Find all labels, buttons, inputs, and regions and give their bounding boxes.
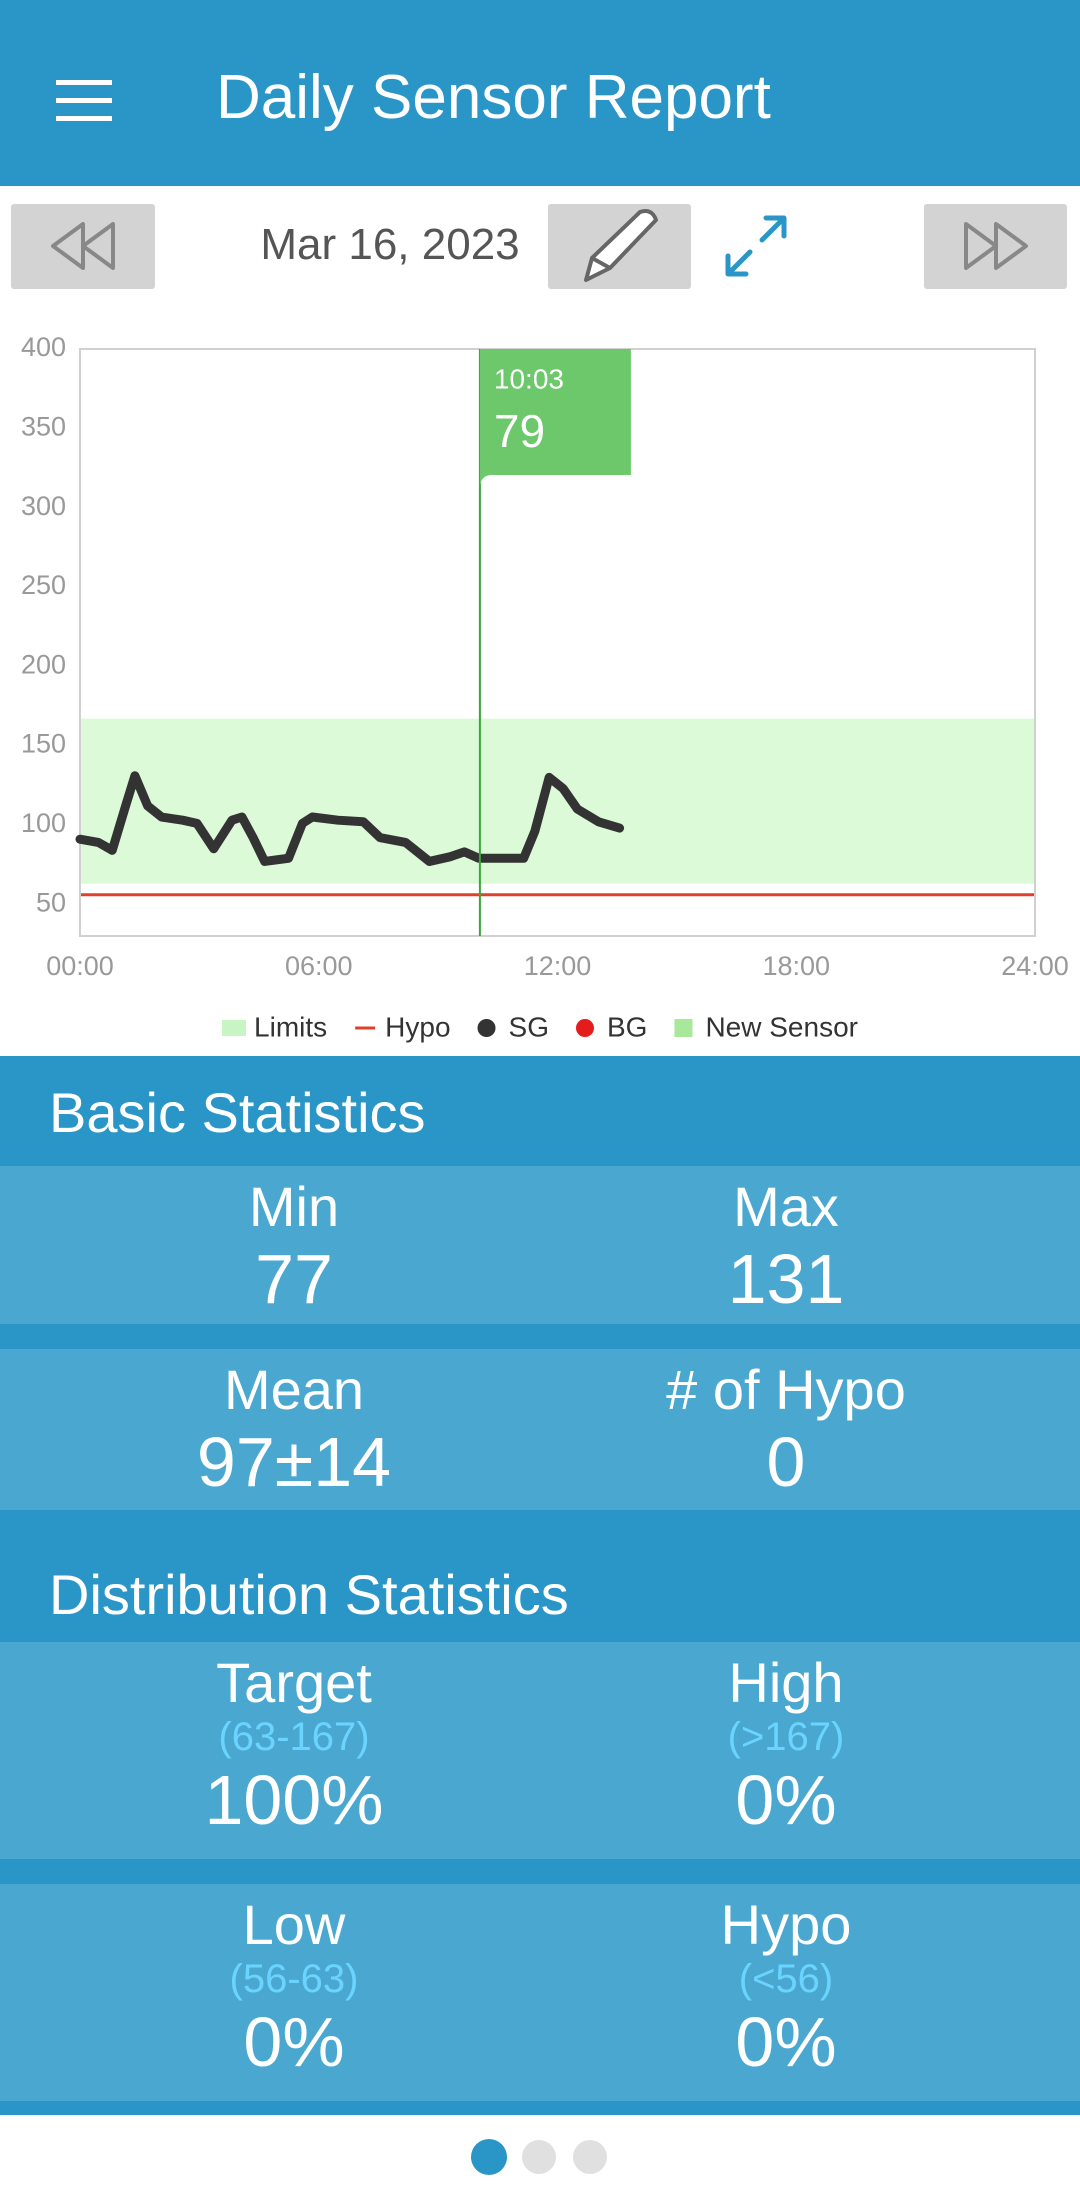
stat-label: Mean <box>223 1358 365 1421</box>
stat-value: 100% <box>204 1761 384 1839</box>
stat-value: 97±14 <box>196 1423 392 1501</box>
stat-range: (>167) <box>727 1715 845 1759</box>
page-indicator[interactable] <box>460 2135 620 2181</box>
section-header: Basic Statistics <box>0 1056 1080 1166</box>
stat-value: 131 <box>727 1240 845 1318</box>
legend-swatch <box>222 1020 247 1036</box>
legend-swatch <box>674 1019 693 1037</box>
stats-row: Mean 97±14 # of Hypo 0 <box>0 1349 1080 1510</box>
stat-value: 77 <box>255 1240 333 1318</box>
legend-label: BG <box>607 1011 647 1042</box>
glucose-chart: 50 100 150 200 250 300 350 400 00:00 06:00 12:00 18… <box>21 332 1069 1042</box>
divider <box>0 2101 1080 2115</box>
section-title: Basic Statistics <box>49 1081 426 1144</box>
stats-row: Target (63-167) 100% High (>167) 0% <box>0 1642 1080 1859</box>
stat-value: 0% <box>735 2003 837 2081</box>
section-title: Distribution Statistics <box>49 1563 569 1626</box>
stat-range: (<56) <box>738 1957 834 2001</box>
x-tick-label: 00:00 <box>46 951 114 981</box>
legend-label: Hypo <box>385 1011 450 1042</box>
stat-label: # of Hypo <box>666 1358 906 1421</box>
expand-button[interactable] <box>720 210 792 282</box>
cursor-time: 10:03 <box>494 363 564 394</box>
stat-value: 0% <box>735 1761 837 1839</box>
app-bar: Daily Sensor Report <box>0 0 1080 186</box>
next-day-button[interactable] <box>924 204 1067 289</box>
y-tick-label: 100 <box>21 808 66 838</box>
stat-label: Low <box>242 1893 346 1956</box>
x-tick-label: 24:00 <box>1001 951 1069 981</box>
cursor-value: 79 <box>494 405 545 457</box>
report-date: Mar 16, 2023 <box>260 220 520 269</box>
stat-range: (63-167) <box>218 1715 370 1759</box>
cursor-tooltip <box>479 349 631 489</box>
menu-icon[interactable] <box>54 78 114 124</box>
y-tick-label: 350 <box>21 411 66 441</box>
legend-swatch <box>477 1019 496 1037</box>
stat-value: 0 <box>766 1423 806 1501</box>
stat-label: Max <box>733 1175 839 1238</box>
y-tick-label: 200 <box>21 649 66 679</box>
x-tick-label: 12:00 <box>524 951 592 981</box>
y-tick-label: 300 <box>21 491 66 521</box>
stat-label: Target <box>216 1651 372 1714</box>
section-header: Distribution Statistics <box>0 1510 1080 1642</box>
stat-label: Hypo <box>720 1893 852 1956</box>
x-tick-label: 18:00 <box>762 951 830 981</box>
y-tick-label: 400 <box>21 332 66 362</box>
legend-label: Limits <box>254 1011 327 1042</box>
divider <box>0 1324 1080 1349</box>
previous-day-button[interactable] <box>11 204 155 289</box>
stat-value: 0% <box>243 2003 345 2081</box>
y-tick-label: 50 <box>36 887 66 917</box>
legend-label: New Sensor <box>705 1011 858 1042</box>
legend-label: SG <box>509 1011 549 1042</box>
y-tick-label: 150 <box>21 729 66 759</box>
stats-row: Low (56-63) 0% Hypo (<56) 0% <box>0 1884 1080 2101</box>
stat-label: Min <box>248 1175 340 1238</box>
x-tick-label: 06:00 <box>285 951 353 981</box>
stats-row: Min 77 Max 131 <box>0 1166 1080 1324</box>
stat-range: (56-63) <box>229 1957 359 2001</box>
legend-swatch <box>575 1019 594 1037</box>
legend: Limits Hypo SG BG New Sensor <box>222 1011 858 1042</box>
divider <box>0 1859 1080 1884</box>
stat-label: High <box>728 1651 844 1714</box>
limits-band <box>80 718 1035 884</box>
sensor-glucose-line <box>75 771 625 866</box>
edit-button[interactable] <box>548 204 691 289</box>
screen-title: Daily Sensor Report <box>216 63 771 132</box>
y-tick-label: 250 <box>21 570 66 600</box>
